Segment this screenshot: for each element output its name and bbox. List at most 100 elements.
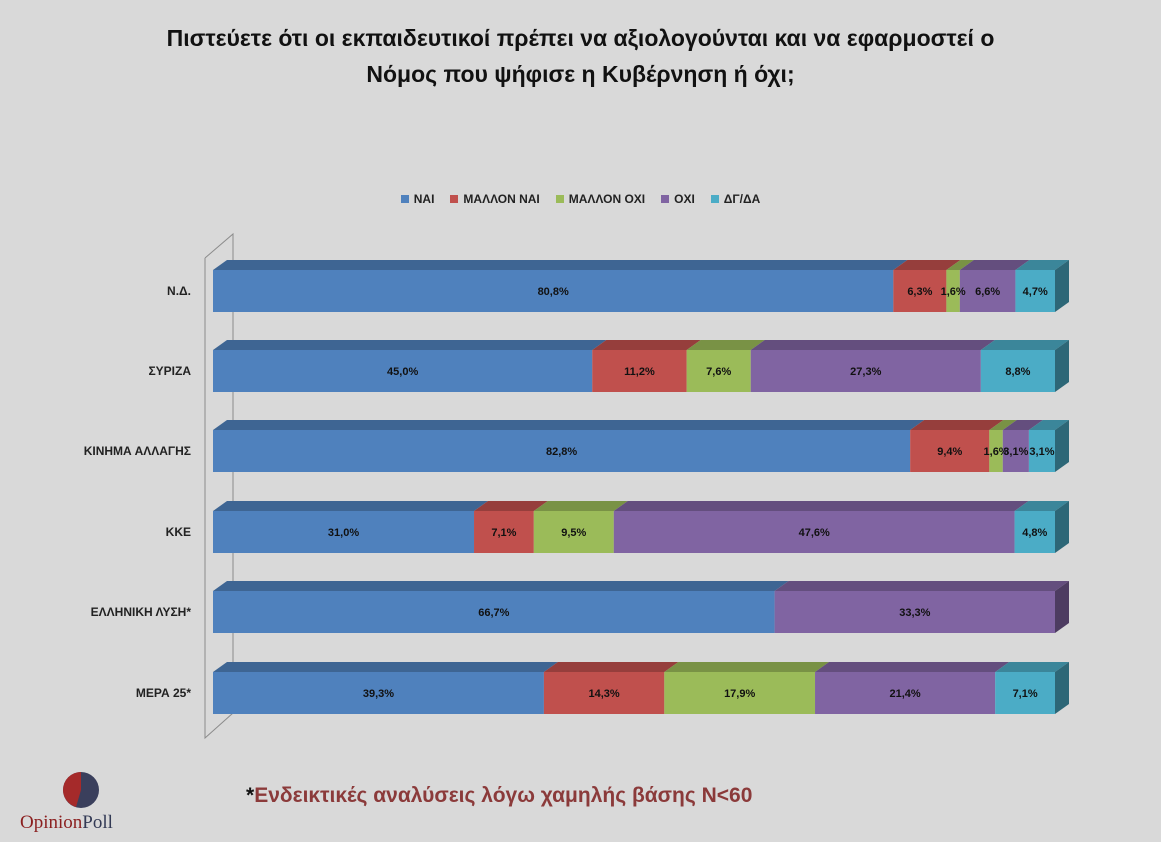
bar-segment [664,672,816,714]
bar-side-face [1055,420,1069,472]
footnote-text: Ενδεικτικές αναλύσεις λόγω χαμηλής βάσης… [254,784,753,807]
data-label: 1,6% [941,286,966,298]
bar-segment-top [613,501,1029,511]
data-label: 9,5% [561,527,586,539]
bar-segment [1002,430,1029,472]
legend-item: ΜΑΛΛΟΝ ΟΧΙ [555,192,646,206]
legend-swatch [450,195,459,203]
bar-side-face [1055,260,1069,312]
bar-segment [989,430,1003,472]
bar-segment-top [815,662,1010,672]
bar-segment [686,350,751,392]
data-label: 4,8% [1022,527,1047,539]
data-label: 14,3% [589,688,620,700]
bar-segment-top [213,501,489,511]
data-label: 1,6% [984,446,1009,458]
bar-segment-top [893,260,961,270]
bar-segment [774,591,1055,633]
legend-item: ΜΑΛΛΟΝ ΝΑΙ [450,192,540,206]
bar-segment [1028,430,1055,472]
legend-label: ΜΑΛΛΟΝ ΝΑΙ [463,192,540,206]
bar-segment-top [946,260,974,270]
data-label: 33,3% [899,607,930,619]
chart-title-line-2: Νόμος που ψήφισε η Κυβέρνηση ή όχι; [366,61,795,87]
data-label: 7,6% [706,366,731,378]
bar-segment-top [1014,501,1069,511]
bar-segment-top [959,260,1030,270]
bar-segment [592,350,687,392]
data-label: 11,2% [624,366,655,378]
bar-segment [213,430,911,472]
bar-side-face [1055,501,1069,553]
bar-segment-top [543,662,679,672]
logo-text-opinion: Opinion [20,812,83,833]
bar-segment-top [1028,420,1069,430]
legend-swatch [400,195,409,203]
bar-segment-top [1015,260,1069,270]
bar-segment-top [664,662,830,672]
legend-label: ΟΧΙ [674,192,695,206]
bar-segment [213,591,775,633]
chart-title: Πιστεύετε ότι οι εκπαιδευτικοί πρέπει να… [60,20,1101,92]
legend-swatch [710,195,719,203]
data-label: 39,3% [363,688,394,700]
legend-item: ΝΑΙ [400,192,435,206]
data-label: 9,4% [937,446,962,458]
category-label: ΕΛΛΗΝΙΚΗ ΛΥΣΗ* [91,605,192,619]
bar-segment-top [213,420,925,430]
data-label: 47,6% [799,527,830,539]
legend-swatch [661,195,670,203]
bar-segment-top [213,340,607,350]
bar-segment [1015,270,1055,312]
bar-segment [543,672,665,714]
bar-segment [995,672,1055,714]
bar-side-face [1055,662,1069,714]
data-label: 66,7% [478,607,509,619]
bar-segment [213,511,475,553]
bar-segment [980,350,1055,392]
bar-segment [213,672,544,714]
category-label: ΚΙΝΗΜΑ ΑΛΛΑΓΗΣ [84,444,191,458]
data-label: 31,0% [328,527,359,539]
legend-label: ΝΑΙ [413,192,435,206]
bar-segment-top [474,501,548,511]
category-label: ΜΕΡΑ 25* [136,686,191,700]
bar-segment-top [213,581,789,591]
bar-segment-top [989,420,1017,430]
bar-segment [474,511,534,553]
bar-segment [959,270,1016,312]
data-label: 45,0% [387,366,418,378]
data-label: 7,1% [1013,688,1038,700]
data-label: 3,1% [1029,446,1054,458]
bar-segment-top [1002,420,1043,430]
category-label: ΣΥΡΙΖΑ [148,364,191,378]
footnote: *Ενδεικτικές αναλύσεις λόγω χαμηλής βάση… [246,784,752,808]
bar-segment-top [774,581,1069,591]
bar-segment-top [750,340,995,350]
logo-text: OpinionPoll [20,812,113,834]
logo-text-poll: Poll [82,812,113,833]
bar-segment-top [592,340,701,350]
bar-segment [893,270,947,312]
legend-swatch [555,195,564,203]
legend-item: ΔΓ/ΔΑ [710,192,761,206]
legend-label: ΜΑΛΛΟΝ ΟΧΙ [568,192,646,206]
data-label: 6,6% [975,286,1000,298]
legend-item: ΟΧΙ [661,192,695,206]
bar-segment [910,430,990,472]
bar-segment-top [980,340,1069,350]
opinionpoll-logo-icon [63,772,99,808]
data-label: 6,3% [907,286,932,298]
category-label: Ν.Δ. [167,284,191,298]
data-label: 82,8% [546,446,577,458]
bar-segment [613,511,1015,553]
data-label: 4,7% [1023,286,1048,298]
bar-segment [946,270,960,312]
data-label: 3,1% [1003,446,1028,458]
bar-segment [213,350,593,392]
category-label: ΚΚΕ [166,525,191,539]
data-label: 8,8% [1005,366,1030,378]
bar-segment [1014,511,1055,553]
legend-label: ΔΓ/ΔΑ [723,192,761,206]
